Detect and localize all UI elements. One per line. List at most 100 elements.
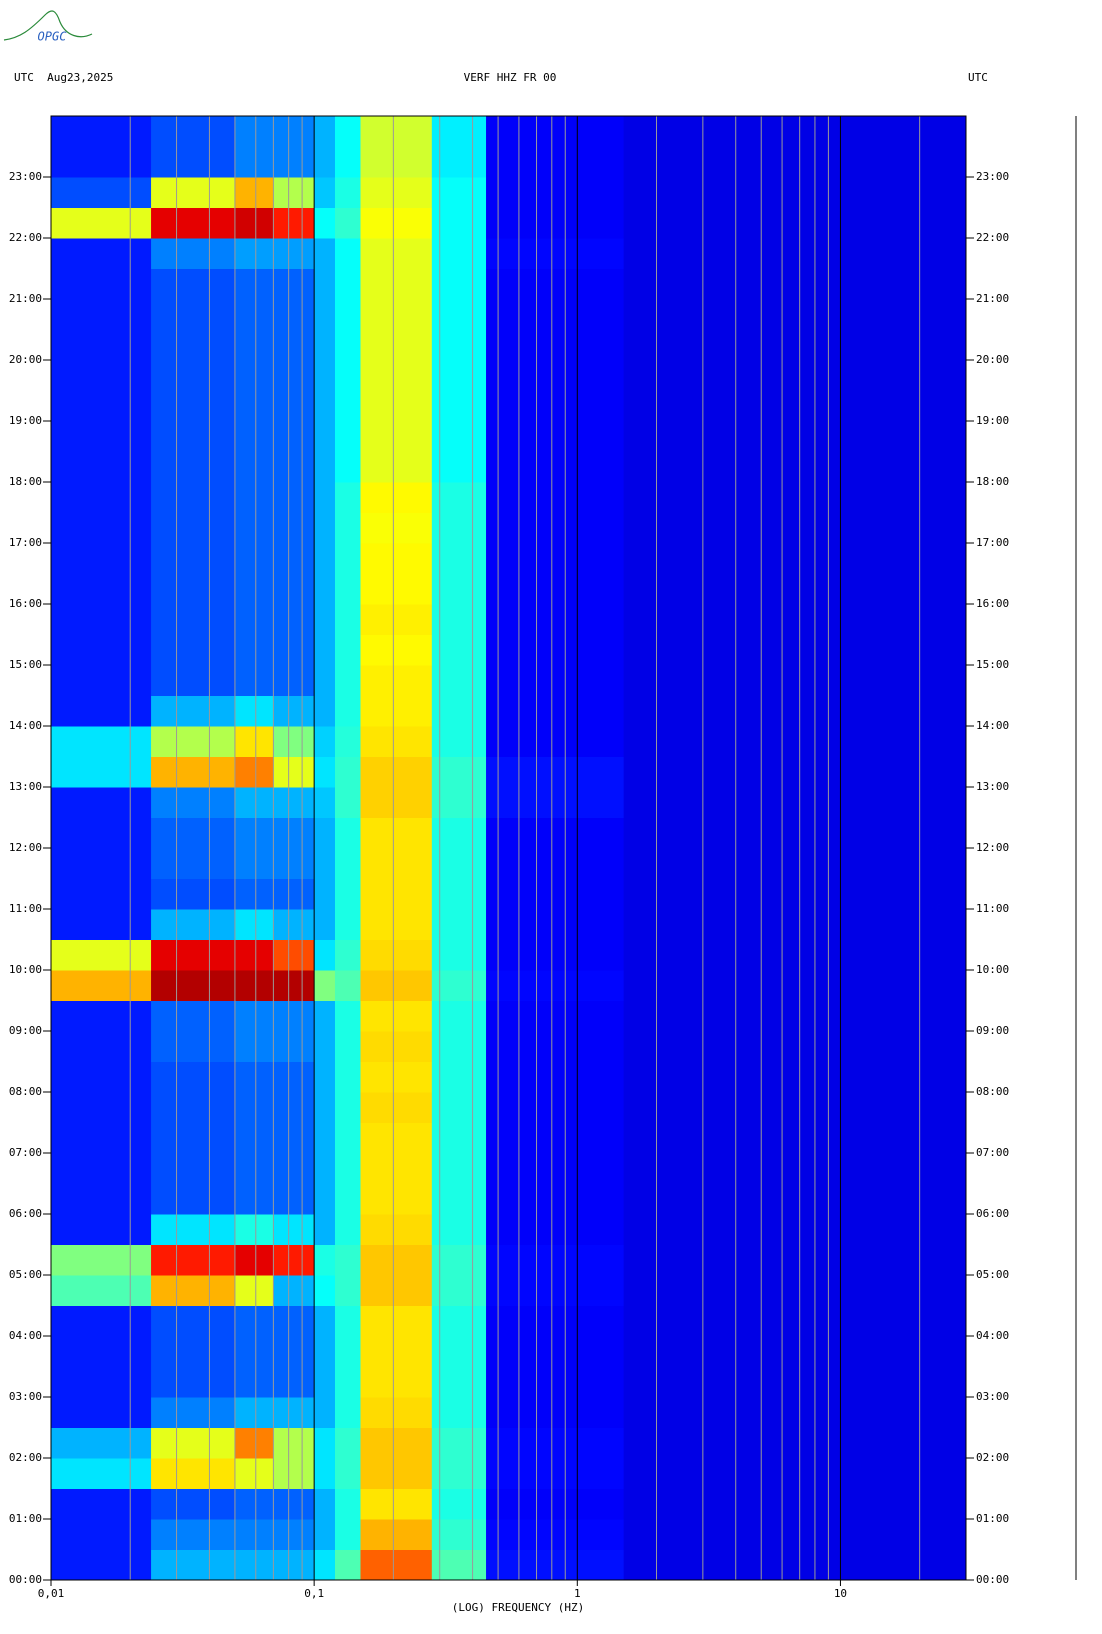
heat-cell (234, 116, 274, 147)
heat-cell (334, 360, 361, 391)
heat-cell (51, 1488, 152, 1520)
heat-cell (486, 543, 625, 574)
heat-cell (431, 1336, 487, 1367)
heat-cell (360, 177, 433, 208)
y-tick-label: 01:00 (976, 1512, 1009, 1525)
heat-cell (273, 1153, 315, 1184)
heat-cell (234, 543, 274, 574)
heat-cell (151, 177, 236, 208)
heat-cell (234, 726, 274, 757)
heat-cell (151, 1000, 236, 1032)
heat-cell (151, 1336, 236, 1367)
heat-cell (334, 726, 361, 757)
heat-cell (334, 695, 361, 727)
heat-cell (151, 299, 236, 330)
heat-cell (234, 329, 274, 361)
heat-cell (334, 573, 361, 605)
heat-cell (51, 238, 152, 269)
heat-cell (234, 1549, 274, 1581)
heat-cell (360, 1153, 433, 1184)
heat-cell (234, 665, 274, 696)
heat-cell (623, 573, 967, 605)
heat-cell (486, 1061, 625, 1093)
y-tick-label: 14:00 (976, 719, 1009, 732)
heat-cell (486, 939, 625, 971)
heat-cell (151, 665, 236, 696)
heat-cell (273, 1244, 315, 1276)
y-tick-label: 19:00 (9, 414, 42, 427)
heat-cell (334, 1488, 361, 1520)
heat-cell (623, 1061, 967, 1093)
heat-cell (51, 1549, 152, 1581)
heat-cell (51, 360, 152, 391)
heat-cell (431, 1214, 487, 1245)
heat-cell (334, 756, 361, 788)
heat-cell (334, 421, 361, 452)
heat-cell (486, 329, 625, 361)
heat-cell (431, 970, 487, 1001)
heat-cell (314, 1397, 336, 1428)
heat-cell (486, 878, 625, 910)
heat-cell (431, 756, 487, 788)
heat-cell (51, 573, 152, 605)
heat-cell (334, 909, 361, 940)
heat-cell (234, 1153, 274, 1184)
heat-cell (360, 421, 433, 452)
heat-cell (151, 695, 236, 727)
y-tick-label: 04:00 (976, 1329, 1009, 1342)
heat-cell (334, 207, 361, 239)
heat-cell (360, 1458, 433, 1489)
heat-cell (334, 1092, 361, 1123)
heat-cell (623, 1031, 967, 1062)
heat-cell (431, 939, 487, 971)
y-tick-label: 07:00 (9, 1146, 42, 1159)
heat-cell (151, 787, 236, 818)
heat-cell (360, 1061, 433, 1093)
y-tick-label: 01:00 (9, 1512, 42, 1525)
heat-cell (334, 1000, 361, 1032)
heat-cell (486, 207, 625, 239)
heat-cell (623, 116, 967, 147)
heat-cell (431, 299, 487, 330)
heat-cell (51, 939, 152, 971)
heat-cell (234, 939, 274, 971)
heat-cell (360, 1122, 433, 1154)
heat-cell (334, 1122, 361, 1154)
heat-cell (314, 787, 336, 818)
heat-cell (334, 238, 361, 269)
heat-cell (314, 146, 336, 178)
heat-cell (431, 390, 487, 422)
heat-cell (273, 238, 315, 269)
heat-cell (623, 604, 967, 635)
heat-cell (334, 634, 361, 666)
heat-cell (314, 878, 336, 910)
heat-cell (623, 1153, 967, 1184)
heat-cell (234, 1397, 274, 1428)
heat-cell (360, 543, 433, 574)
heat-cell (486, 604, 625, 635)
y-tick-label: 22:00 (976, 231, 1009, 244)
heat-cell (151, 848, 236, 879)
heat-cell (314, 604, 336, 635)
heat-cell (623, 1519, 967, 1550)
heat-cell (486, 817, 625, 849)
heat-cell (314, 207, 336, 239)
heat-cell (273, 817, 315, 849)
heat-cell (314, 970, 336, 1001)
heat-cell (51, 146, 152, 178)
heat-cell (51, 390, 152, 422)
heat-cell (334, 299, 361, 330)
heat-cell (431, 1061, 487, 1093)
heat-cell (623, 177, 967, 208)
heat-cell (314, 1427, 336, 1459)
heat-cell (431, 1183, 487, 1215)
heat-cell (431, 329, 487, 361)
heat-cell (51, 329, 152, 361)
heat-cell (360, 299, 433, 330)
heat-cell (51, 695, 152, 727)
heat-cell (334, 451, 361, 483)
heat-cell (431, 787, 487, 818)
heat-cell (234, 1366, 274, 1398)
heat-cell (273, 1519, 315, 1550)
